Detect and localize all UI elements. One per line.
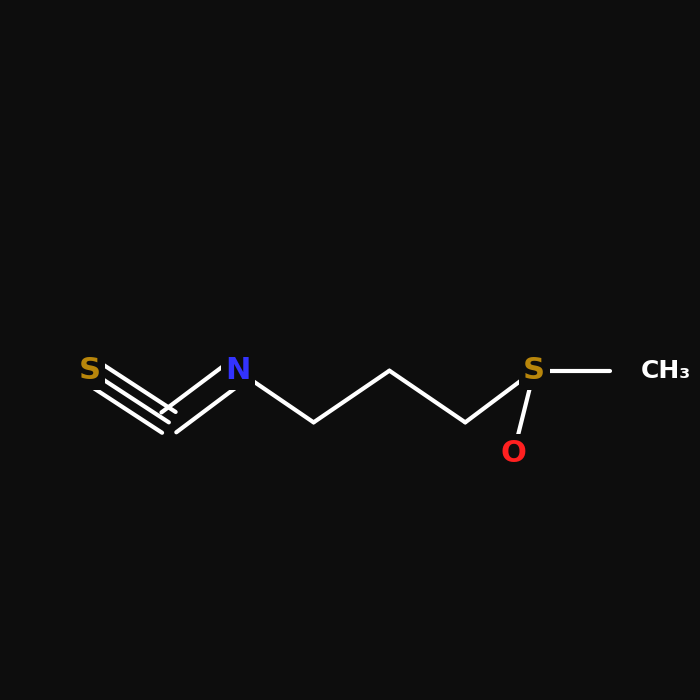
Text: O: O (500, 439, 526, 468)
Text: S: S (523, 356, 545, 385)
Text: N: N (225, 356, 251, 385)
Text: CH₃: CH₃ (641, 358, 691, 383)
Text: S: S (78, 356, 101, 385)
